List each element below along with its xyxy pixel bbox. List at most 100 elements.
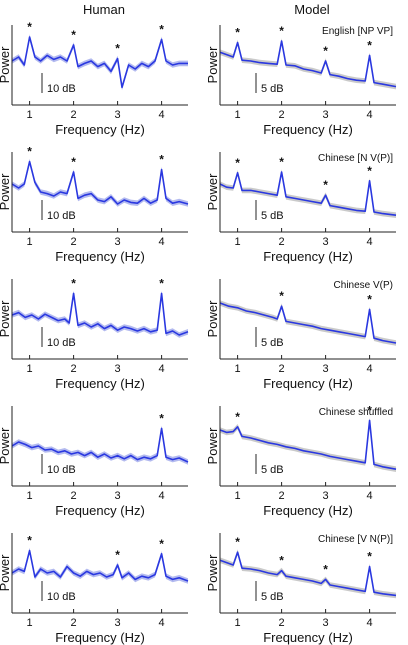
x-axis-label: Frequency (Hz): [55, 376, 145, 391]
significance-star: *: [279, 24, 284, 38]
significance-star: *: [323, 562, 328, 576]
confidence-band: [12, 547, 188, 584]
panel-model-1: 1 2 3 4 Frequency (Hz) Power 5 dB English [NP V…: [205, 24, 397, 137]
x-axis-label: Frequency (Hz): [263, 122, 353, 137]
spectrum-line: [219, 40, 397, 88]
spectrum-line: [11, 160, 189, 205]
x-axis-label: Frequency (Hz): [55, 122, 145, 137]
significance-star: *: [115, 548, 120, 562]
x-tick-label: 2: [71, 490, 77, 502]
significance-star: *: [367, 550, 372, 564]
x-tick-label: 1: [235, 109, 241, 121]
condition-label: Chinese V(P): [334, 280, 393, 291]
significance-star: *: [235, 26, 240, 40]
x-tick-label: 3: [323, 490, 329, 502]
x-tick-label: 4: [159, 109, 165, 121]
x-tick-label: 2: [279, 236, 285, 248]
significance-star: *: [235, 535, 240, 549]
x-tick-label: 2: [279, 617, 285, 629]
x-axis-label: Frequency (Hz): [263, 630, 353, 645]
spectrum-line: [11, 292, 189, 336]
spectrum-line: [219, 171, 397, 216]
significance-star: *: [159, 153, 164, 167]
y-axis-label: Power: [0, 300, 12, 338]
y-axis-label: Power: [0, 46, 12, 84]
x-tick-label: 1: [27, 490, 33, 502]
panel-human-4: 1 2 3 4 Frequency (Hz) Power 10 dB *: [0, 406, 189, 518]
significance-star: *: [323, 44, 328, 58]
condition-label: Chinese [V N(P)]: [318, 534, 393, 545]
y-axis-label: Power: [0, 173, 12, 211]
condition-label: Chinese [N V(P)]: [318, 153, 393, 164]
y-axis-label: Power: [205, 46, 220, 84]
significance-star: *: [159, 22, 164, 36]
x-tick-label: 1: [235, 490, 241, 502]
x-axis-label: Frequency (Hz): [263, 376, 353, 391]
significance-star: *: [115, 42, 120, 56]
confidence-band: [220, 417, 396, 472]
spectrum-line: [11, 36, 188, 89]
confidence-band: [220, 300, 396, 346]
scale-bar-label: 5 dB: [261, 210, 284, 222]
column-title-human: Human: [83, 2, 125, 17]
panel-model-2: 1 2 3 4 Frequency (Hz) Power 5 dB Chinese [N V(…: [205, 152, 397, 264]
spectrum-line: [11, 427, 189, 463]
x-axis-label: Frequency (Hz): [55, 503, 145, 518]
scale-bar-label: 10 dB: [47, 464, 76, 476]
confidence-band: [12, 425, 188, 465]
scale-bar-label: 5 dB: [261, 337, 284, 349]
y-axis-label: Power: [0, 554, 12, 592]
significance-star: *: [71, 28, 76, 42]
significance-star: *: [367, 403, 372, 417]
x-tick-label: 1: [235, 617, 241, 629]
x-tick-label: 1: [27, 109, 33, 121]
panel-human-2: 1 2 3 4 Frequency (Hz) Power 10 dB * * *: [0, 145, 189, 264]
x-tick-label: 1: [27, 363, 33, 375]
significance-star: *: [235, 156, 240, 170]
significance-star: *: [27, 145, 32, 159]
scale-bar-label: 10 dB: [47, 210, 76, 222]
x-tick-label: 4: [367, 617, 373, 629]
x-tick-label: 2: [279, 109, 285, 121]
significance-star: *: [367, 164, 372, 178]
y-axis-label: Power: [205, 554, 220, 592]
x-tick-label: 2: [279, 363, 285, 375]
x-axis-label: Frequency (Hz): [263, 503, 353, 518]
significance-star: *: [159, 276, 164, 290]
scale-bar-label: 10 dB: [47, 591, 76, 603]
panel-model-4: 1 2 3 4 Frequency (Hz) Power 5 dB Chinese shuff…: [205, 403, 397, 518]
panel-human-3: 1 2 3 4 Frequency (Hz) Power 10 dB * *: [0, 276, 189, 391]
significance-star: *: [27, 20, 32, 34]
significance-star: *: [323, 178, 328, 192]
x-tick-label: 3: [323, 363, 329, 375]
x-tick-label: 2: [71, 109, 77, 121]
significance-star: *: [279, 554, 284, 568]
y-axis-label: Power: [0, 427, 12, 465]
y-axis-label: Power: [205, 173, 220, 211]
x-axis-label: Frequency (Hz): [263, 249, 353, 264]
panel-human-5: 1 2 3 4 Frequency (Hz) Power 10 dB * * *: [0, 533, 189, 645]
scale-bar-label: 10 dB: [47, 337, 76, 349]
x-tick-label: 4: [367, 109, 373, 121]
x-tick-label: 3: [115, 236, 121, 248]
x-tick-label: 4: [367, 490, 373, 502]
x-tick-label: 3: [115, 617, 121, 629]
significance-star: *: [27, 534, 32, 548]
spectrum-line: [11, 549, 189, 582]
x-tick-label: 1: [27, 617, 33, 629]
significance-star: *: [367, 38, 372, 52]
panel-human-1: 1 2 3 4 Frequency (Hz) Power 10 dB * * * *: [0, 20, 188, 137]
significance-star: *: [71, 155, 76, 169]
x-tick-label: 2: [71, 236, 77, 248]
condition-label: Chinese shuffled: [319, 407, 393, 418]
x-tick-label: 4: [159, 363, 165, 375]
x-tick-label: 2: [71, 617, 77, 629]
x-tick-label: 2: [71, 363, 77, 375]
x-tick-label: 3: [323, 109, 329, 121]
significance-star: *: [367, 292, 372, 306]
significance-star: *: [159, 537, 164, 551]
x-tick-label: 3: [115, 363, 121, 375]
significance-star: *: [279, 155, 284, 169]
x-tick-label: 2: [279, 490, 285, 502]
